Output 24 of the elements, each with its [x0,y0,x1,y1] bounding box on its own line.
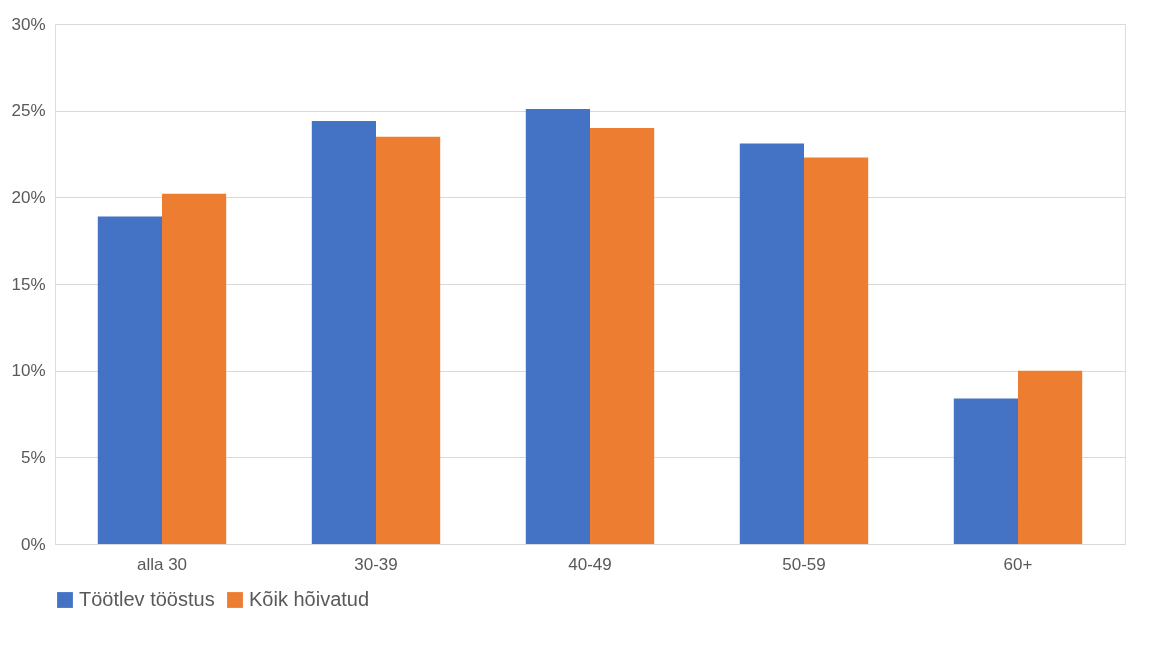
x-tick-label: 30-39 [354,554,398,574]
bar [97,216,162,544]
y-tick-label: 20% [11,187,46,207]
bar [739,143,804,544]
y-tick-label: 30% [11,14,46,34]
legend-label: Kõik hõivatud [249,588,370,610]
y-tick-label: 0% [20,534,46,554]
y-tick-label: 5% [20,447,46,467]
x-tick-label: 40-49 [568,554,612,574]
y-tick-label: 10% [11,361,46,381]
x-tick-label: 50-59 [782,554,826,574]
bar [1018,370,1083,544]
bar [311,121,376,544]
y-tick-label: 15% [11,274,46,294]
bar [162,193,227,544]
bar [376,136,441,544]
legend-label: Töötlev tööstus [79,588,215,610]
x-tick-label: 60+ [1003,554,1033,574]
bar [804,157,869,544]
bar [953,398,1018,544]
y-tick-label: 25% [11,101,46,121]
bar [590,128,655,544]
bar [525,108,590,544]
x-tick-label: alla 30 [136,554,188,574]
